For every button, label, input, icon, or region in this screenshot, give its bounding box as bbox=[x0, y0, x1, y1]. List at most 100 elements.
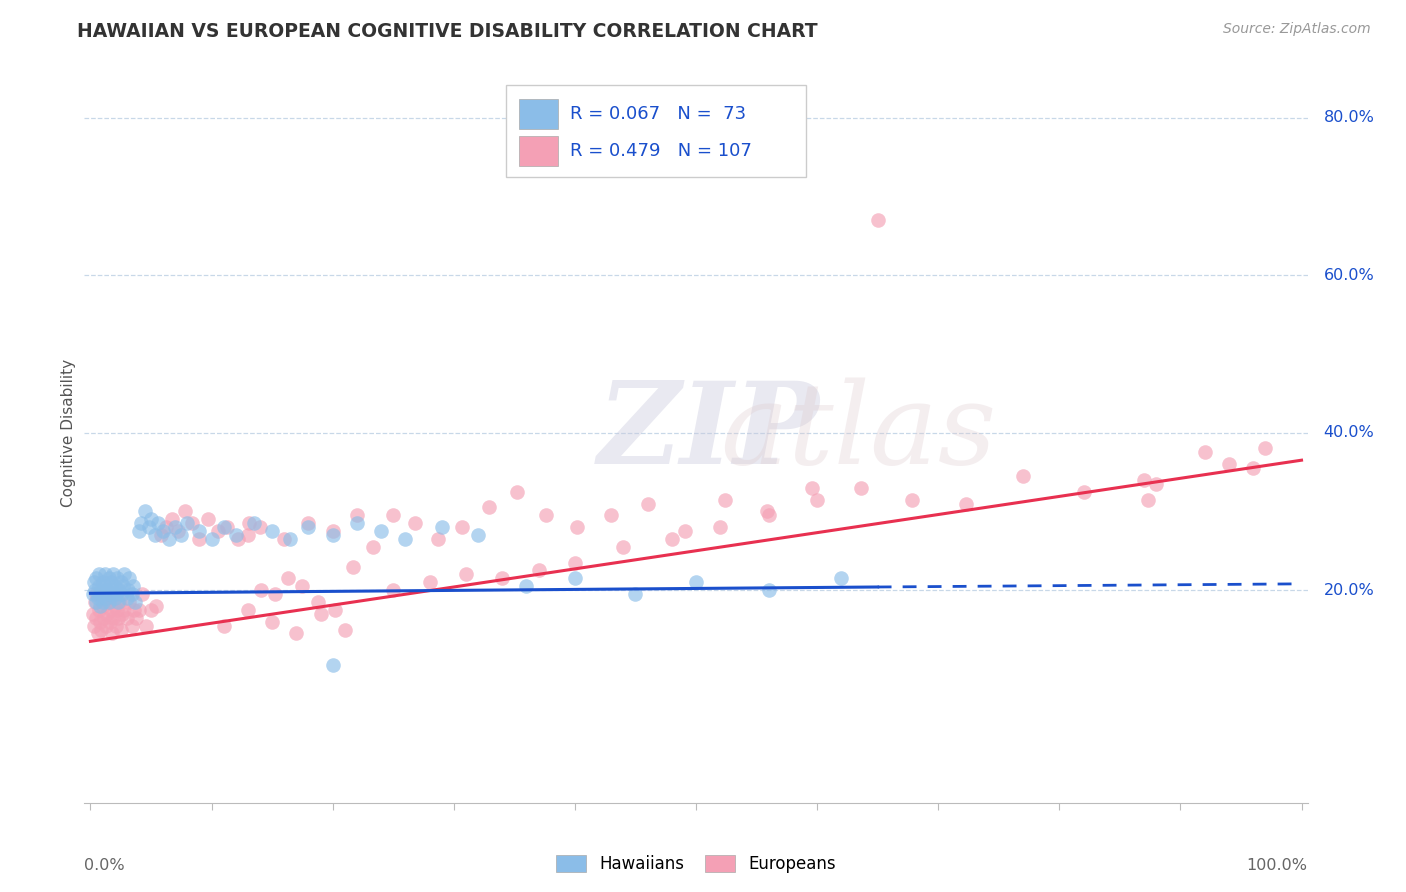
Point bbox=[506, 484, 529, 499]
Point bbox=[96, 618, 118, 632]
Point bbox=[322, 524, 344, 538]
Point bbox=[107, 595, 129, 609]
Point bbox=[91, 599, 114, 613]
Point bbox=[1136, 492, 1159, 507]
Point bbox=[866, 213, 889, 227]
Point bbox=[110, 575, 132, 590]
FancyBboxPatch shape bbox=[519, 136, 558, 166]
Point bbox=[115, 591, 138, 605]
Point bbox=[250, 583, 273, 598]
Point bbox=[564, 571, 586, 585]
Point bbox=[128, 603, 150, 617]
Point bbox=[129, 516, 152, 531]
Point bbox=[91, 575, 114, 590]
Point bbox=[170, 528, 193, 542]
Point bbox=[297, 520, 319, 534]
Point bbox=[121, 587, 143, 601]
Legend: Hawaiians, Europeans: Hawaiians, Europeans bbox=[550, 848, 842, 880]
Point bbox=[165, 520, 187, 534]
Point bbox=[900, 492, 922, 507]
Point bbox=[86, 626, 108, 640]
Point bbox=[149, 528, 172, 542]
Text: atlas: atlas bbox=[720, 377, 997, 488]
Point bbox=[849, 481, 872, 495]
Point bbox=[111, 607, 134, 621]
Point bbox=[612, 540, 634, 554]
Point bbox=[273, 532, 295, 546]
Point bbox=[152, 524, 174, 538]
Point bbox=[103, 567, 125, 582]
Point bbox=[83, 575, 105, 590]
Y-axis label: Cognitive Disability: Cognitive Disability bbox=[60, 359, 76, 507]
Point bbox=[709, 520, 731, 534]
Point bbox=[100, 575, 122, 590]
Text: Source: ZipAtlas.com: Source: ZipAtlas.com bbox=[1223, 22, 1371, 37]
Point bbox=[84, 583, 107, 598]
Point bbox=[86, 587, 108, 601]
Point bbox=[91, 595, 114, 609]
Point bbox=[346, 516, 368, 531]
Point bbox=[238, 516, 260, 531]
Point bbox=[637, 496, 659, 510]
Text: ZIP: ZIP bbox=[598, 377, 820, 488]
Point bbox=[94, 567, 117, 582]
Point bbox=[139, 512, 162, 526]
Point bbox=[104, 579, 127, 593]
Point bbox=[564, 556, 586, 570]
Point bbox=[82, 607, 104, 621]
Point bbox=[125, 610, 148, 624]
Point bbox=[94, 579, 117, 593]
Point bbox=[87, 603, 110, 617]
Point bbox=[200, 532, 222, 546]
Point bbox=[96, 591, 118, 605]
Point bbox=[661, 532, 683, 546]
Point bbox=[112, 567, 135, 582]
Point bbox=[131, 587, 153, 601]
Point bbox=[188, 524, 211, 538]
Point bbox=[157, 532, 180, 546]
Point bbox=[225, 528, 247, 542]
Point bbox=[143, 528, 166, 542]
Text: 40.0%: 40.0% bbox=[1323, 425, 1374, 440]
Point bbox=[600, 508, 623, 523]
Point bbox=[236, 603, 259, 617]
Point bbox=[1241, 461, 1264, 475]
Point bbox=[361, 540, 384, 554]
Point bbox=[83, 618, 105, 632]
Point bbox=[145, 599, 167, 613]
Point bbox=[955, 496, 977, 510]
Point bbox=[121, 579, 143, 593]
Point bbox=[90, 583, 112, 598]
Point bbox=[430, 520, 453, 534]
Point bbox=[830, 571, 852, 585]
Point bbox=[307, 595, 329, 609]
FancyBboxPatch shape bbox=[519, 99, 558, 129]
Point bbox=[1144, 476, 1167, 491]
Point bbox=[467, 528, 489, 542]
Text: HAWAIIAN VS EUROPEAN COGNITIVE DISABILITY CORRELATION CHART: HAWAIIAN VS EUROPEAN COGNITIVE DISABILIT… bbox=[77, 22, 818, 41]
Point bbox=[118, 595, 141, 609]
Point bbox=[263, 587, 285, 601]
Point bbox=[1194, 445, 1216, 459]
Text: R = 0.067   N =  73: R = 0.067 N = 73 bbox=[569, 104, 747, 122]
Point bbox=[104, 591, 127, 605]
Point bbox=[87, 579, 110, 593]
Point bbox=[100, 603, 122, 617]
Point bbox=[346, 508, 368, 523]
Point bbox=[108, 583, 131, 598]
Point bbox=[89, 599, 111, 613]
Point bbox=[1218, 457, 1240, 471]
Point bbox=[96, 607, 118, 621]
Point bbox=[624, 587, 647, 601]
Point bbox=[188, 532, 211, 546]
Point bbox=[93, 587, 115, 601]
Text: 80.0%: 80.0% bbox=[1323, 110, 1374, 125]
Point bbox=[515, 579, 537, 593]
Point bbox=[278, 532, 301, 546]
Point bbox=[89, 615, 111, 629]
Point bbox=[134, 504, 156, 518]
Point bbox=[89, 587, 111, 601]
Point bbox=[370, 524, 392, 538]
Point bbox=[173, 504, 195, 518]
Point bbox=[309, 607, 332, 621]
